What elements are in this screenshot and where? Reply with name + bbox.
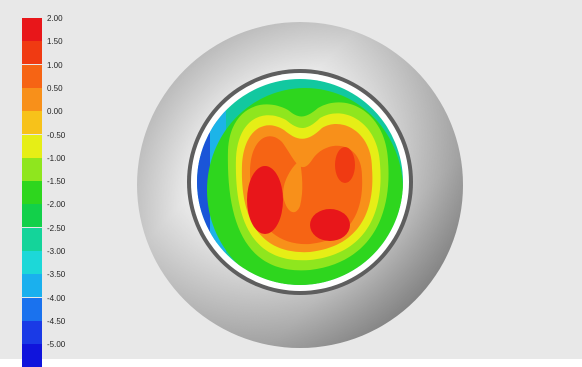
legend-swatch (22, 274, 42, 298)
legend-tick-label: -1.00 (47, 153, 66, 163)
legend-swatch (22, 134, 42, 158)
contour-band (335, 147, 355, 183)
legend-tick-label: -4.50 (47, 316, 66, 326)
legend-swatch (22, 64, 42, 88)
contour-band (310, 209, 350, 241)
contour-band (247, 166, 283, 234)
legend-swatch (22, 41, 42, 65)
contour-field (197, 79, 403, 285)
legend-swatch (22, 111, 42, 135)
legend-swatch (22, 87, 42, 111)
legend-swatch (22, 181, 42, 205)
legend-tick-label: -2.00 (47, 200, 66, 210)
legend-swatch (22, 320, 42, 344)
legend-tick-label: -5.00 (47, 340, 66, 350)
legend-swatch (22, 18, 42, 41)
legend-swatch (22, 227, 42, 251)
contour-plot (137, 22, 463, 348)
legend-tick-label: -2.50 (47, 223, 66, 233)
legend-tick-label: 0.50 (47, 83, 63, 93)
legend-tick-label: -3.00 (47, 247, 66, 256)
legend-tick-label: -1.50 (47, 177, 66, 187)
legend-tick-label: -3.50 (47, 270, 66, 280)
legend-tick-label: 2.00 (47, 14, 63, 23)
legend-tick-label: -4.00 (47, 293, 66, 303)
legend-tick-label: 1.50 (47, 37, 63, 47)
legend-swatch (22, 251, 42, 274)
contour-band (283, 160, 303, 213)
legend-swatch (22, 297, 42, 321)
legend-swatch (22, 157, 42, 181)
legend-swatch (22, 204, 42, 228)
legend-tick-label: -0.50 (47, 130, 66, 140)
legend-tick-label: 0.00 (47, 107, 63, 117)
legend-tick-label: 1.00 (47, 60, 63, 70)
